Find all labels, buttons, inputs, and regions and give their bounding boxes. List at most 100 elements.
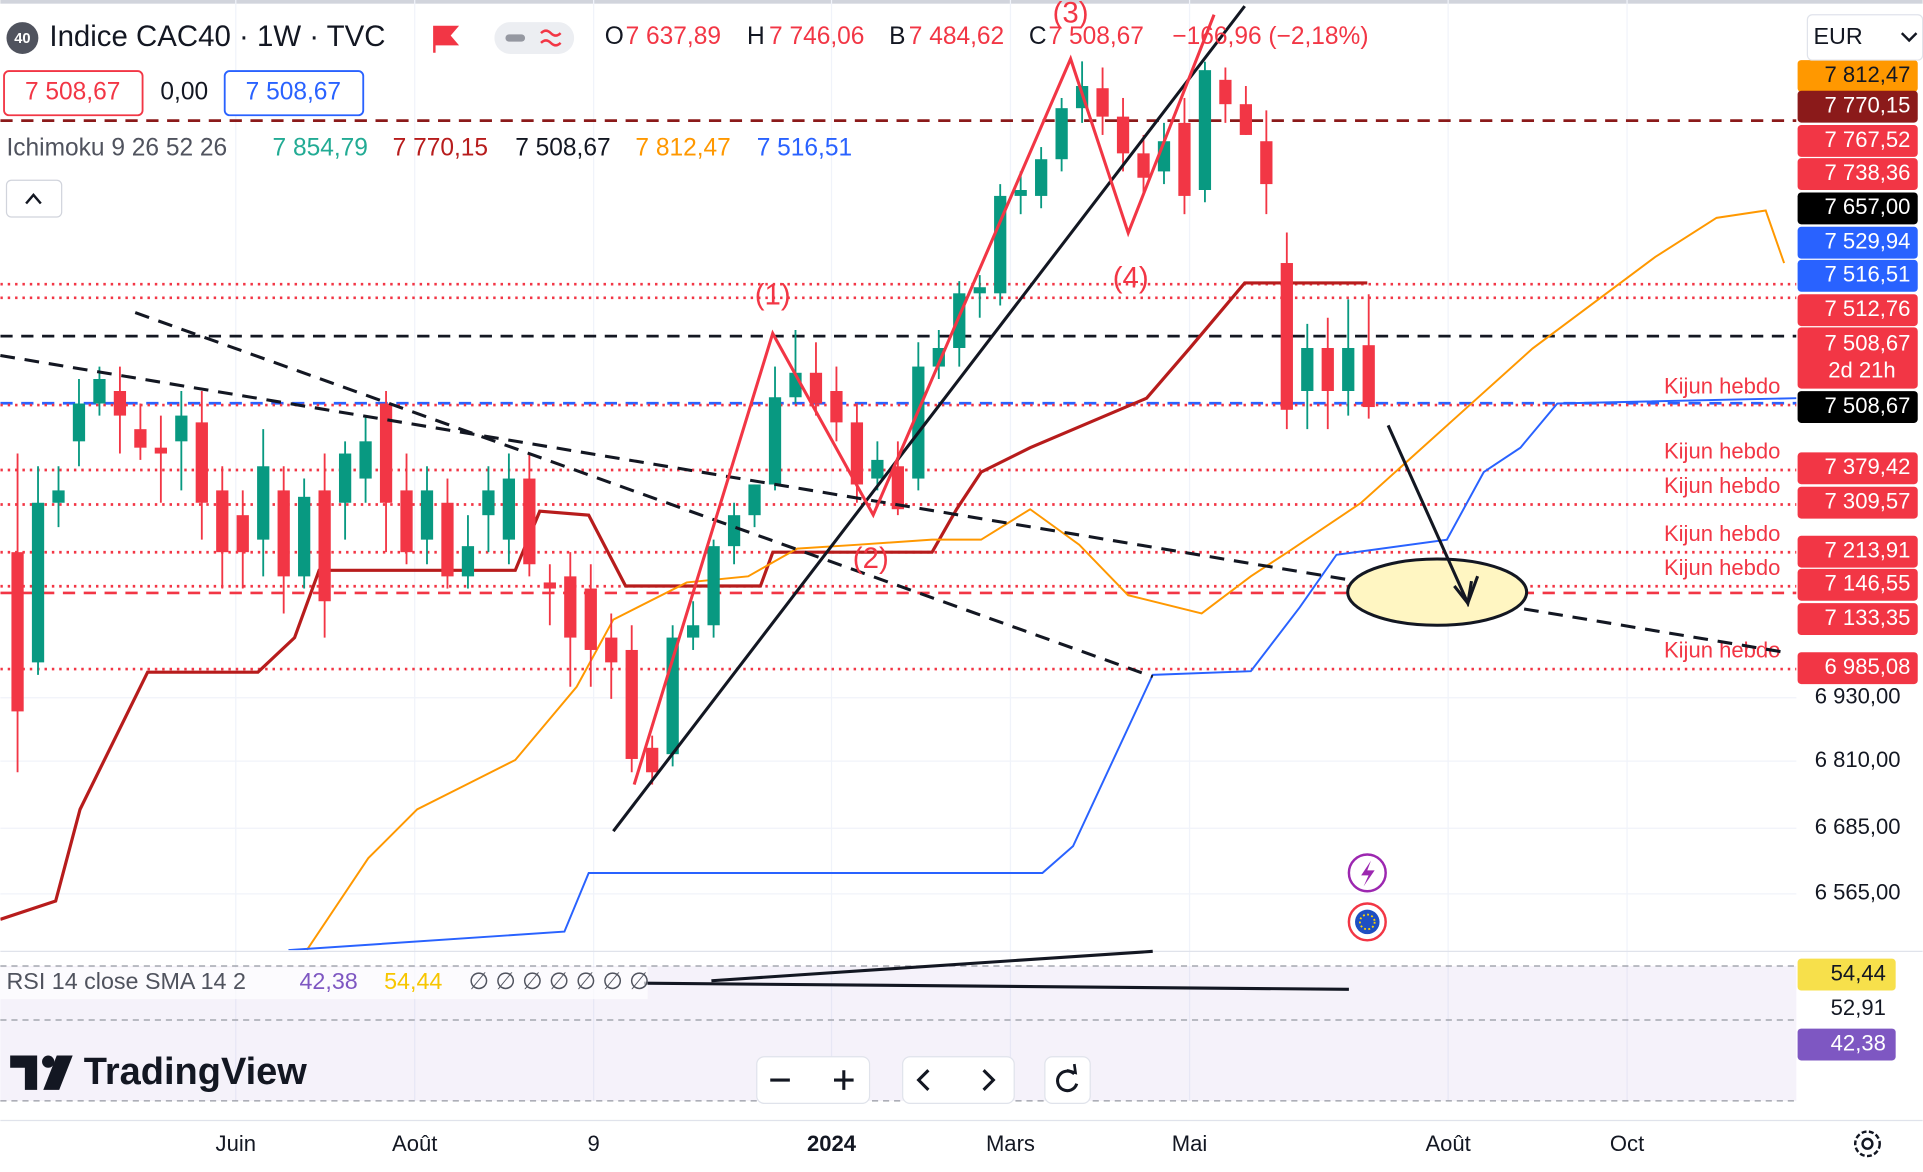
settings-hub bbox=[1861, 1137, 1874, 1150]
candle-body bbox=[277, 490, 290, 577]
candle-body bbox=[871, 459, 884, 479]
price-badge bbox=[1797, 652, 1918, 685]
rsi-trend bbox=[643, 981, 1349, 991]
symbol-logo-text: 40 bbox=[14, 31, 30, 47]
ohlc-key: B bbox=[889, 23, 905, 50]
settings-gear[interactable] bbox=[1853, 1130, 1881, 1158]
price-badge-label: 7 133,35 bbox=[1825, 605, 1911, 630]
top-strip bbox=[0, 0, 1923, 4]
rsi-trend bbox=[711, 949, 1153, 983]
price-badge-label: 7 657,00 bbox=[1825, 194, 1911, 219]
indicator-name[interactable]: Ichimoku 9 26 52 26 bbox=[6, 135, 227, 162]
candle-body bbox=[850, 422, 864, 485]
target-zone bbox=[1346, 557, 1529, 627]
pill-wave bbox=[540, 29, 562, 47]
ohlc-key: O bbox=[605, 23, 624, 50]
event-icons bbox=[1347, 853, 1387, 942]
price-axis: 6 930,00 6 810,00 6 685,00 6 565,00 7 812,47… bbox=[1797, 60, 1918, 905]
collapse-button[interactable] bbox=[5, 179, 63, 218]
level-label: Kijun hebdo bbox=[1664, 473, 1780, 498]
candle-body bbox=[502, 478, 516, 540]
candle-body bbox=[1014, 190, 1027, 196]
zoom-in[interactable] bbox=[834, 1070, 854, 1090]
price-badge-label: 7 738,36 bbox=[1825, 160, 1911, 185]
reset-arrow bbox=[1066, 1063, 1078, 1075]
candle-body bbox=[1260, 141, 1273, 185]
rsi-badge-label: 54,44 bbox=[1831, 960, 1886, 985]
price-badge-label: 7 508,67 bbox=[1825, 393, 1911, 418]
wave-label: (1) bbox=[755, 278, 791, 311]
price-badge-label: 7 770,15 bbox=[1825, 92, 1911, 117]
price-badge bbox=[1797, 452, 1918, 485]
price-badge-label: 7 146,55 bbox=[1825, 571, 1911, 596]
wave-label: (3) bbox=[1053, 0, 1089, 29]
x-tick-label: Août bbox=[1425, 1131, 1470, 1156]
candle-body bbox=[1342, 347, 1355, 391]
flag-icon[interactable] bbox=[433, 25, 460, 53]
price-badge bbox=[1797, 327, 1918, 389]
price-badge bbox=[1797, 259, 1918, 292]
rsi-legend-bg bbox=[0, 967, 648, 1000]
candle-body bbox=[809, 372, 823, 404]
candle-body bbox=[912, 366, 925, 479]
candle-body bbox=[768, 397, 782, 485]
sell-box[interactable] bbox=[3, 70, 144, 117]
candle-body bbox=[318, 490, 331, 602]
scroll-left[interactable] bbox=[916, 1069, 930, 1091]
price-badge bbox=[1797, 603, 1918, 636]
level-label: Kijun hebdo bbox=[1664, 374, 1780, 399]
wave-label: (4) bbox=[1113, 261, 1149, 294]
rsi-badge bbox=[1797, 993, 1896, 1025]
symbol-logo bbox=[6, 22, 39, 54]
candle-body bbox=[134, 429, 147, 448]
logo-mark bbox=[10, 1055, 38, 1090]
buy-price: 7 508,67 bbox=[246, 79, 341, 106]
price-badge-label: 7 508,67 bbox=[1825, 330, 1911, 355]
candle-body bbox=[1321, 347, 1334, 391]
rsi-name[interactable]: RSI 14 close SMA 14 2 bbox=[6, 968, 245, 994]
candle-body bbox=[175, 415, 188, 442]
candle-body bbox=[584, 588, 597, 650]
price-badge-label: 7 812,47 bbox=[1825, 62, 1911, 87]
y-tick-label: 6 810,00 bbox=[1815, 747, 1901, 772]
rsi-legend: RSI 14 close SMA 14 2 42,38 54,44 ∅ ∅ ∅ … bbox=[6, 968, 649, 994]
y-tick-label: 6 930,00 bbox=[1815, 684, 1901, 709]
candle-body bbox=[605, 637, 618, 663]
price-badge-label: 7 512,76 bbox=[1825, 296, 1911, 321]
sell-price: 7 508,67 bbox=[25, 79, 120, 106]
scroll-right[interactable] bbox=[982, 1069, 996, 1091]
candle-body bbox=[400, 490, 413, 553]
candle-body bbox=[973, 287, 986, 294]
change: −166,96 (−2,18%) bbox=[1172, 23, 1368, 50]
indicator-legend: Ichimoku 9 26 52 26 7 854,79 7 770,15 7 … bbox=[6, 135, 852, 162]
indicator-line bbox=[306, 209, 1786, 951]
candle-body bbox=[523, 478, 536, 565]
chevron-down bbox=[1900, 32, 1918, 43]
price-badge bbox=[1797, 294, 1918, 327]
indicator-line bbox=[288, 397, 1797, 951]
x-tick-label: Juin bbox=[216, 1131, 256, 1156]
pill-dash bbox=[505, 34, 526, 42]
rsi-badge-label: 42,38 bbox=[1831, 1030, 1886, 1055]
candle-body bbox=[482, 490, 495, 516]
ohlc-value: 7 508,67 bbox=[1049, 23, 1144, 50]
candle-body bbox=[564, 576, 577, 638]
logo-dot bbox=[42, 1055, 55, 1068]
candle-body bbox=[543, 582, 556, 589]
toolbar bbox=[756, 1056, 1091, 1104]
symbol-title[interactable]: Indice CAC40 · 1W · TVC bbox=[49, 20, 385, 53]
ohlc-value: 7 637,89 bbox=[626, 23, 721, 50]
candle-body bbox=[1198, 70, 1212, 191]
price-badge bbox=[1797, 60, 1918, 92]
logo-text: TradingView bbox=[84, 1051, 308, 1093]
rsi-sma: 54,44 bbox=[384, 968, 442, 994]
candle-body bbox=[1280, 263, 1293, 410]
candle-body bbox=[113, 390, 127, 416]
candle-body bbox=[298, 496, 311, 577]
candle-body bbox=[93, 379, 106, 404]
candle-body bbox=[216, 490, 229, 553]
ohlc-key: H bbox=[747, 23, 765, 50]
indicator-value: 7 854,79 bbox=[273, 135, 368, 162]
buy-box[interactable] bbox=[223, 70, 365, 117]
